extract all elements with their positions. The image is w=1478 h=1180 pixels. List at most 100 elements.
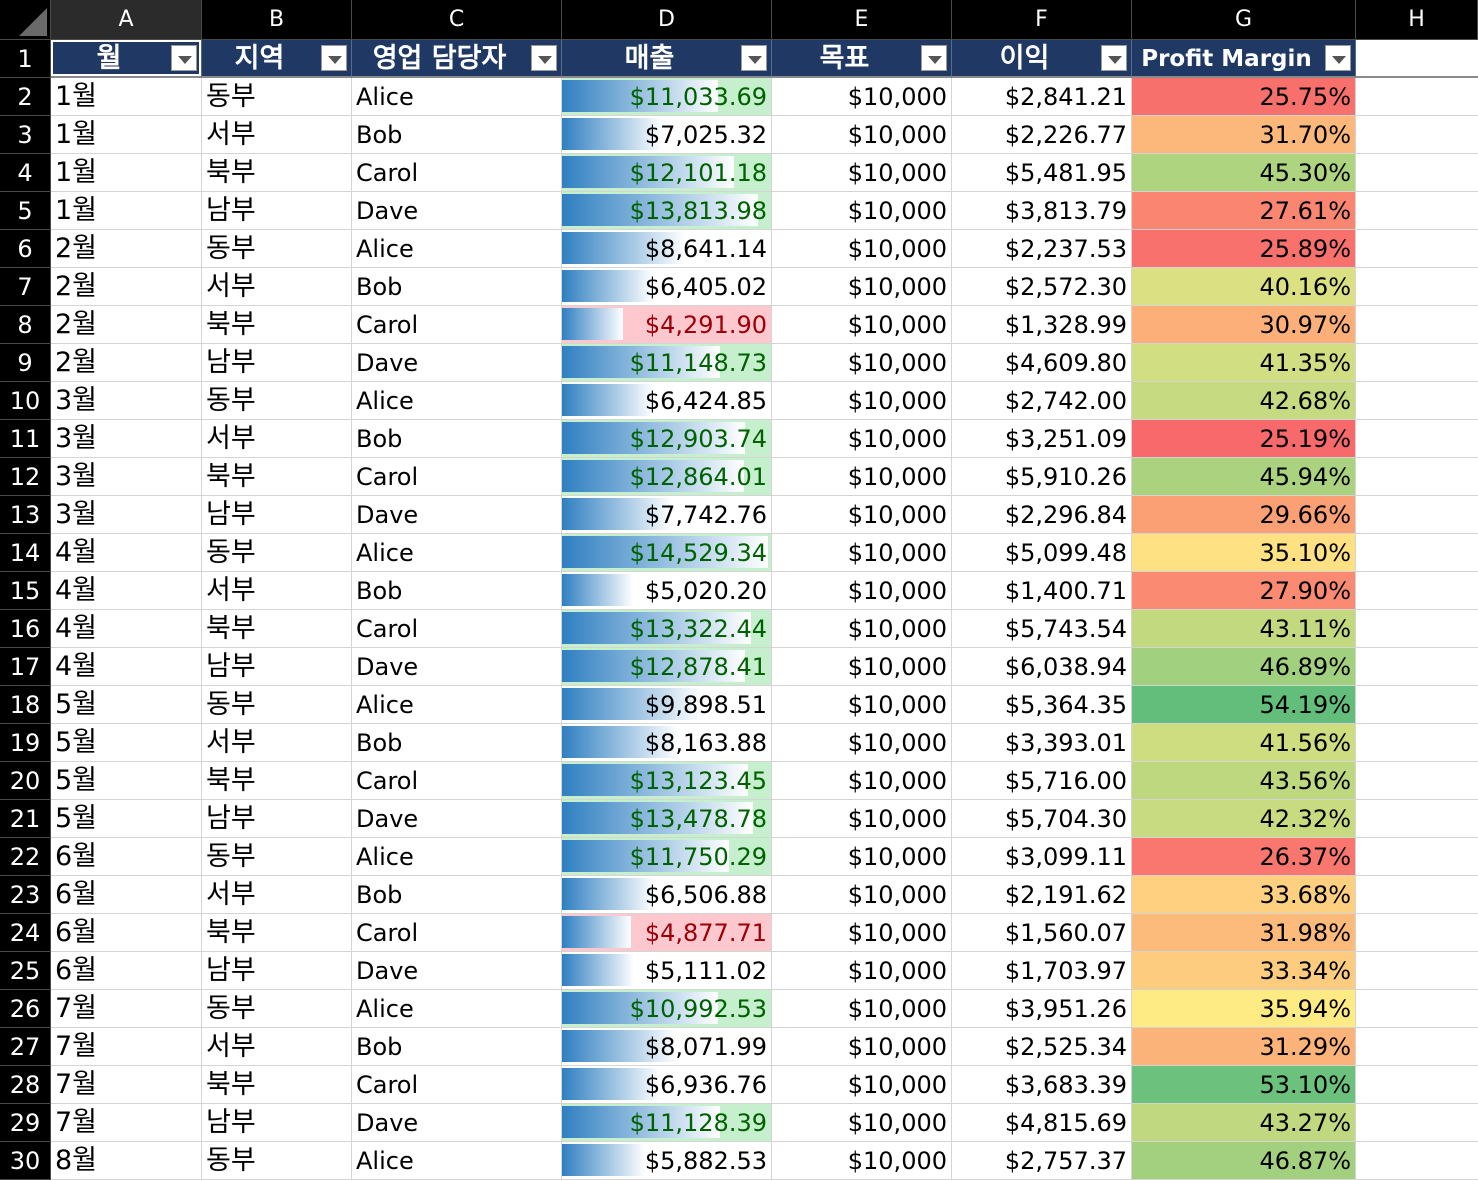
cell-sales[interactable]: $13,478.78 [562,800,772,838]
row-header-6[interactable]: 6 [0,230,51,268]
cell-profit[interactable]: $5,704.30 [952,800,1132,838]
cell-profit[interactable]: $5,716.00 [952,762,1132,800]
cell-profit-margin[interactable]: 54.19% [1132,686,1356,724]
cell-sales[interactable]: $14,529.34 [562,534,772,572]
filter-dropdown-button[interactable] [531,45,557,71]
empty-cell[interactable] [1356,1028,1478,1066]
cell-target[interactable]: $10,000 [772,914,952,952]
column-header-d[interactable]: D [562,0,772,40]
row-header-24[interactable]: 24 [0,914,51,952]
cell-region[interactable]: 동부 [202,1142,352,1180]
cell-rep[interactable]: Alice [352,686,562,724]
cell-rep[interactable]: Dave [352,344,562,382]
cell-region[interactable]: 남부 [202,952,352,990]
cell-target[interactable]: $10,000 [772,78,952,116]
row-header-8[interactable]: 8 [0,306,51,344]
cell-sales[interactable]: $4,877.71 [562,914,772,952]
cell-profit-margin[interactable]: 45.30% [1132,154,1356,192]
cell-profit-margin[interactable]: 41.35% [1132,344,1356,382]
column-header-h[interactable]: H [1356,0,1478,40]
cell-rep[interactable]: Bob [352,876,562,914]
empty-cell[interactable] [1356,420,1478,458]
cell-profit[interactable]: $5,481.95 [952,154,1132,192]
cell-sales[interactable]: $13,123.45 [562,762,772,800]
table-header-region[interactable]: 지역 [202,40,352,78]
cell-region[interactable]: 북부 [202,762,352,800]
cell-target[interactable]: $10,000 [772,610,952,648]
cell-target[interactable]: $10,000 [772,686,952,724]
cell-sales[interactable]: $6,405.02 [562,268,772,306]
row-header-4[interactable]: 4 [0,154,51,192]
cell-rep[interactable]: Alice [352,838,562,876]
cell-rep[interactable]: Carol [352,458,562,496]
cell-month[interactable]: 3월 [51,382,202,420]
cell-sales[interactable]: $4,291.90 [562,306,772,344]
cell-sales[interactable]: $12,878.41 [562,648,772,686]
cell-profit-margin[interactable]: 40.16% [1132,268,1356,306]
cell-target[interactable]: $10,000 [772,800,952,838]
cell-region[interactable]: 북부 [202,458,352,496]
cell-region[interactable]: 동부 [202,686,352,724]
cell-month[interactable]: 2월 [51,268,202,306]
cell-target[interactable]: $10,000 [772,496,952,534]
column-header-b[interactable]: B [202,0,352,40]
cell-region[interactable]: 서부 [202,724,352,762]
cell-rep[interactable]: Bob [352,572,562,610]
column-header-g[interactable]: G [1132,0,1356,40]
empty-cell[interactable] [1356,192,1478,230]
cell-month[interactable]: 5월 [51,800,202,838]
cell-rep[interactable]: Dave [352,1104,562,1142]
row-header-17[interactable]: 17 [0,648,51,686]
cell-region[interactable]: 남부 [202,344,352,382]
cell-region[interactable]: 북부 [202,154,352,192]
cell-region[interactable]: 남부 [202,192,352,230]
cell-target[interactable]: $10,000 [772,534,952,572]
cell-profit-margin[interactable]: 33.34% [1132,952,1356,990]
cell-month[interactable]: 6월 [51,876,202,914]
cell-sales[interactable]: $11,128.39 [562,1104,772,1142]
cell-month[interactable]: 5월 [51,762,202,800]
cell-profit[interactable]: $2,296.84 [952,496,1132,534]
cell-rep[interactable]: Alice [352,1142,562,1180]
cell-profit-margin[interactable]: 43.11% [1132,610,1356,648]
row-header-30[interactable]: 30 [0,1142,51,1180]
cell-rep[interactable]: Bob [352,116,562,154]
cell-target[interactable]: $10,000 [772,268,952,306]
cell-profit-margin[interactable]: 25.19% [1132,420,1356,458]
cell-profit[interactable]: $2,841.21 [952,78,1132,116]
cell-target[interactable]: $10,000 [772,1066,952,1104]
cell-target[interactable]: $10,000 [772,344,952,382]
cell-rep[interactable]: Bob [352,268,562,306]
column-header-a[interactable]: A [51,0,202,40]
cell-region[interactable]: 서부 [202,876,352,914]
cell-sales[interactable]: $6,506.88 [562,876,772,914]
cell-rep[interactable]: Carol [352,306,562,344]
cell-sales[interactable]: $11,033.69 [562,78,772,116]
cell-sales[interactable]: $12,903.74 [562,420,772,458]
cell-profit-margin[interactable]: 31.98% [1132,914,1356,952]
cell-sales[interactable]: $12,864.01 [562,458,772,496]
cell-profit-margin[interactable]: 46.89% [1132,648,1356,686]
cell-profit-margin[interactable]: 35.10% [1132,534,1356,572]
cell-sales[interactable]: $13,322.44 [562,610,772,648]
cell-region[interactable]: 동부 [202,990,352,1028]
cell-profit[interactable]: $3,251.09 [952,420,1132,458]
cell-rep[interactable]: Carol [352,762,562,800]
cell-profit[interactable]: $2,525.34 [952,1028,1132,1066]
empty-cell[interactable] [1356,572,1478,610]
cell-target[interactable]: $10,000 [772,382,952,420]
cell-rep[interactable]: Alice [352,230,562,268]
cell-rep[interactable]: Carol [352,154,562,192]
row-header-18[interactable]: 18 [0,686,51,724]
cell-sales[interactable]: $6,424.85 [562,382,772,420]
empty-cell[interactable] [1356,116,1478,154]
empty-cell[interactable] [1356,876,1478,914]
cell-target[interactable]: $10,000 [772,990,952,1028]
row-header-3[interactable]: 3 [0,116,51,154]
cell-region[interactable]: 서부 [202,572,352,610]
row-header-23[interactable]: 23 [0,876,51,914]
cell-month[interactable]: 7월 [51,990,202,1028]
cell-profit[interactable]: $1,328.99 [952,306,1132,344]
empty-cell[interactable] [1356,382,1478,420]
cell-profit[interactable]: $2,742.00 [952,382,1132,420]
